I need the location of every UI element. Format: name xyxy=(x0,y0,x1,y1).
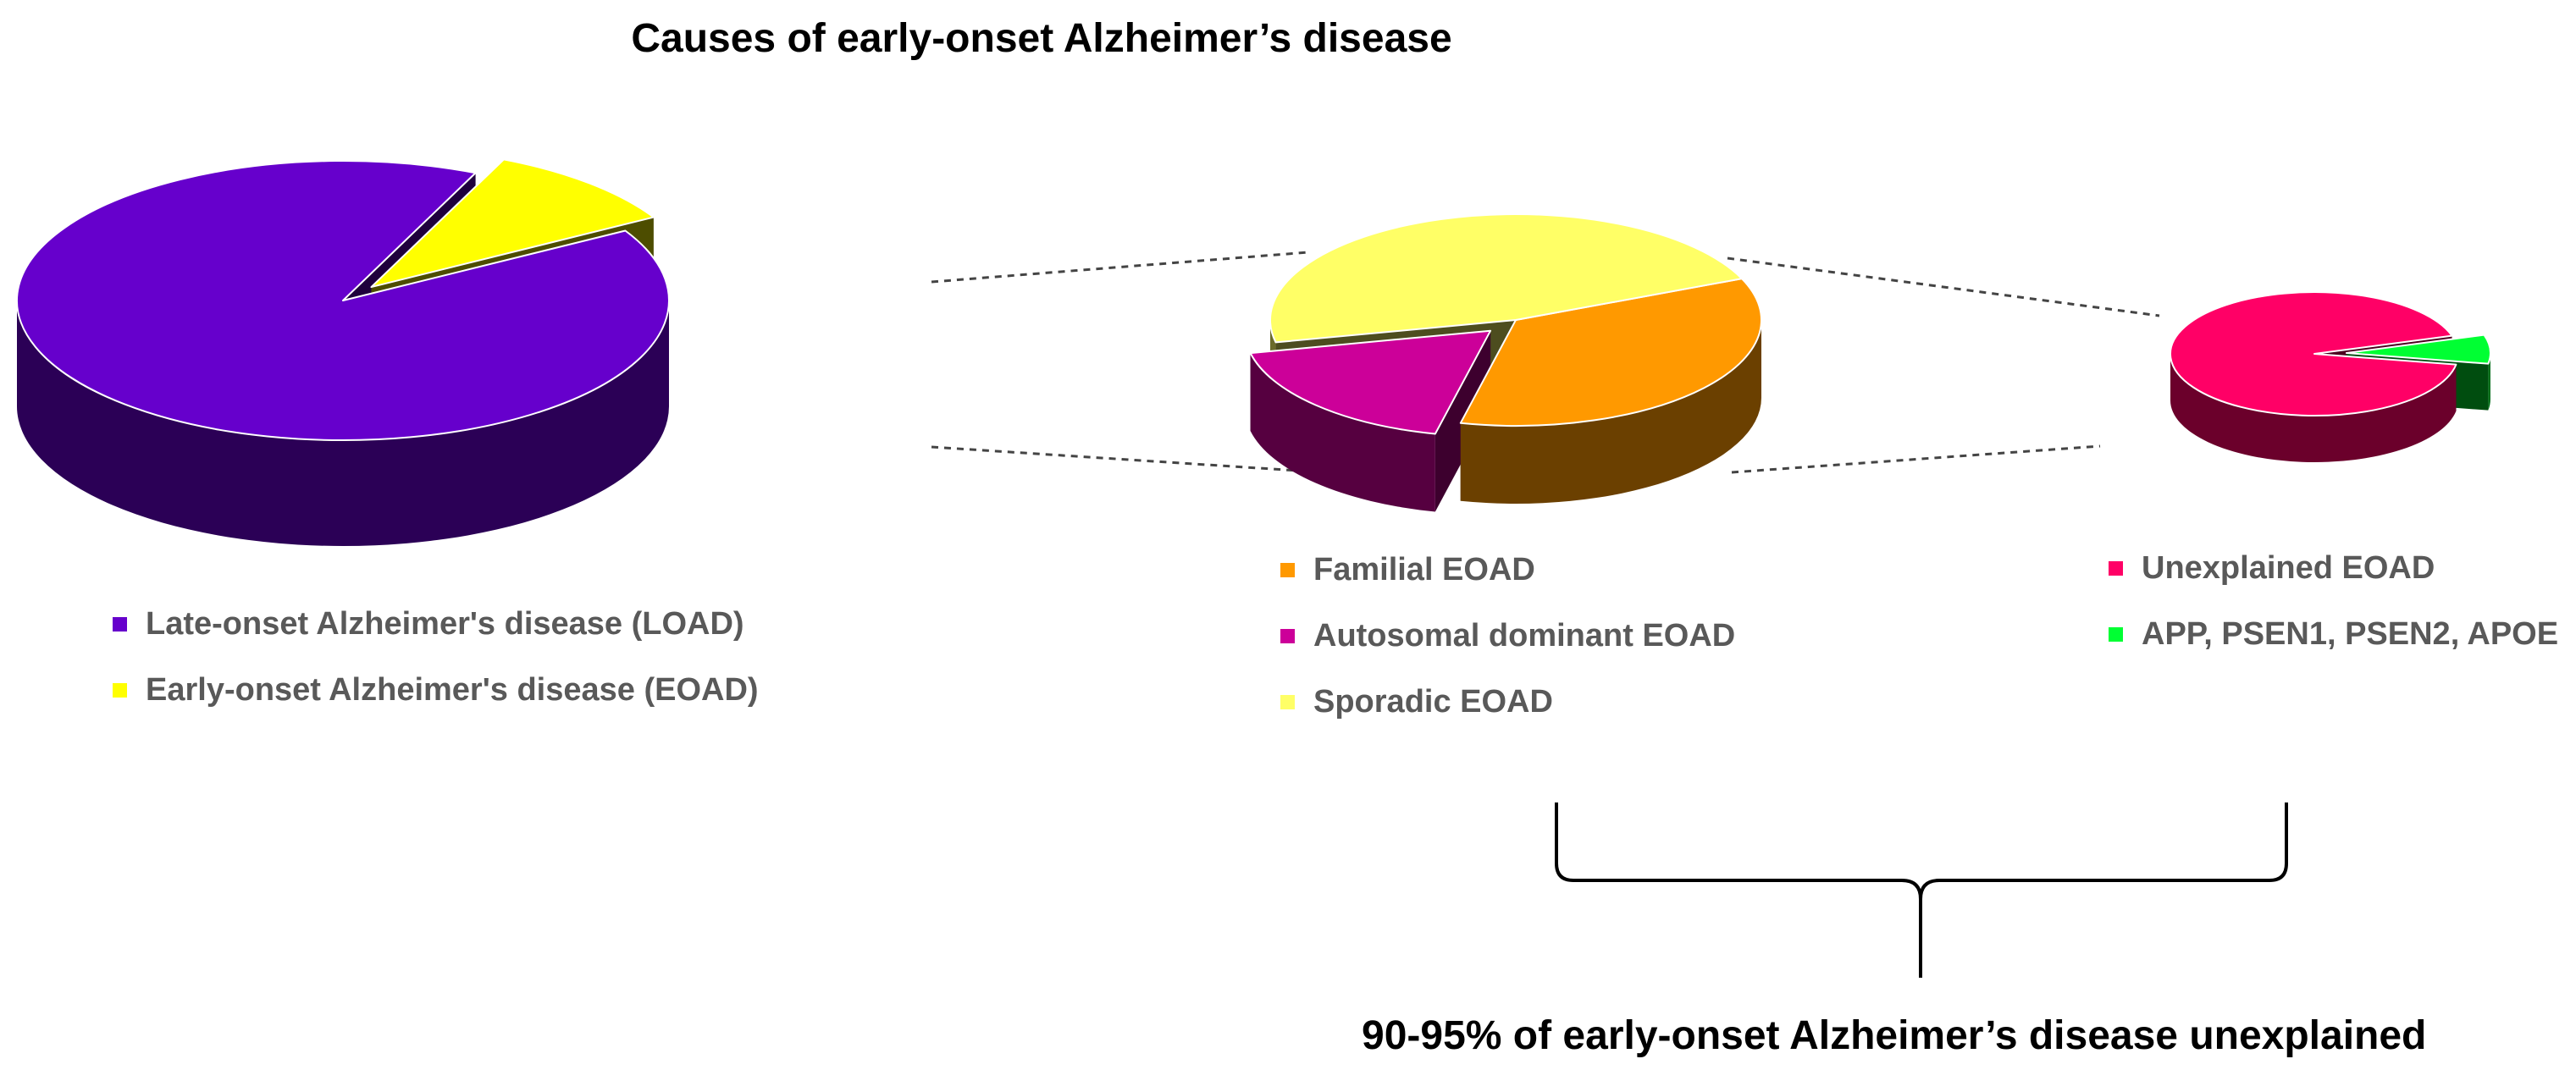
connector-lines xyxy=(931,251,2160,476)
legend-swatch xyxy=(1280,628,1295,643)
legend-label: Early-onset Alzheimer's disease (EOAD) xyxy=(146,671,759,708)
late-onset-alzheimer-s-disease-load-slice xyxy=(16,160,670,441)
connector-line xyxy=(931,251,1309,284)
bracket-annotation xyxy=(1555,802,2288,978)
legend-item: APP, PSEN1, PSEN2, APOE xyxy=(2109,601,2558,667)
chart-title: Causes of early-onset Alzheimer’s diseas… xyxy=(631,16,1452,61)
pie-overall xyxy=(16,158,670,546)
familial-eoad-side xyxy=(1460,320,1761,504)
connector-line xyxy=(931,445,1352,476)
autosomal-dominant-eoad-slice xyxy=(1249,329,1492,435)
connector-line xyxy=(1727,256,2160,317)
app-psen1-psen2-apoe-side xyxy=(2488,353,2490,411)
sporadic-eoad-slice xyxy=(1269,212,1743,344)
autosomal-dominant-eoad-side xyxy=(1250,353,1435,512)
legend-label: Autosomal dominant EOAD xyxy=(1313,617,1736,654)
legend-autosomal-dominant: Unexplained EOAD APP, PSEN1, PSEN2, APOE xyxy=(2109,535,2558,667)
late-onset-alzheimer-s-disease-load-side xyxy=(17,301,669,546)
legend-swatch xyxy=(113,682,127,698)
legend-label: APP, PSEN1, PSEN2, APOE xyxy=(2142,615,2559,652)
legend-swatch xyxy=(113,616,127,632)
legend-swatch xyxy=(2109,560,2123,576)
legend-item: Sporadic EOAD xyxy=(1280,669,1735,735)
legend-item: Unexplained EOAD xyxy=(2109,535,2558,601)
legend-item: Autosomal dominant EOAD xyxy=(1280,603,1735,669)
legend-label: Unexplained EOAD xyxy=(2142,549,2435,586)
pie-eoad xyxy=(1249,212,1762,512)
legend-item: Familial EOAD xyxy=(1280,537,1735,603)
legend-overall: Late-onset Alzheimer's disease (LOAD) Ea… xyxy=(113,591,759,723)
unexplained-eoad-side xyxy=(2170,354,2457,462)
pie-autosomal-dominant xyxy=(2170,291,2491,462)
footnote: 90-95% of early-onset Alzheimer’s diseas… xyxy=(1362,1013,2427,1058)
legend-label: Sporadic EOAD xyxy=(1313,683,1553,720)
legend-item: Late-onset Alzheimer's disease (LOAD) xyxy=(113,591,759,657)
legend-item: Early-onset Alzheimer's disease (EOAD) xyxy=(113,657,759,723)
legend-label: Late-onset Alzheimer's disease (LOAD) xyxy=(146,605,744,642)
legend-swatch xyxy=(2109,626,2123,642)
unexplained-eoad-slice xyxy=(2170,291,2457,417)
legend-swatch xyxy=(1280,694,1295,709)
early-onset-alzheimer-s-disease-eoad-slice xyxy=(370,158,655,289)
legend-label: Familial EOAD xyxy=(1313,551,1535,587)
legend-eoad: Familial EOAD Autosomal dominant EOAD Sp… xyxy=(1280,537,1735,735)
app-psen1-psen2-apoe-slice xyxy=(2345,334,2491,365)
legend-swatch xyxy=(1280,562,1295,577)
familial-eoad-slice xyxy=(1459,278,1762,427)
connector-line xyxy=(1731,444,2101,474)
